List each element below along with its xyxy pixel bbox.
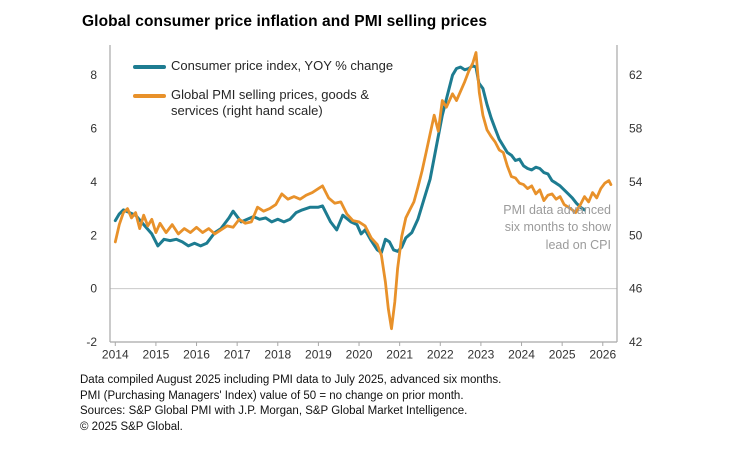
y-left-tick-label: 4 — [90, 175, 97, 189]
chart-title: Global consumer price inflation and PMI … — [82, 13, 488, 30]
x-tick-label: 2026 — [589, 348, 616, 362]
y-left-tick-label: 0 — [90, 282, 97, 296]
x-tick-label: 2022 — [427, 348, 454, 362]
x-tick-label: 2014 — [102, 348, 129, 362]
cpi-line-swatch — [133, 65, 166, 69]
y-right-tick-label: 42 — [629, 335, 643, 349]
x-tick-label: 2024 — [508, 348, 535, 362]
y-left-tick-label: -2 — [86, 335, 97, 349]
y-right-tick-label: 50 — [629, 228, 643, 242]
legend-label-cpi: Consumer price index, YOY % change — [171, 58, 394, 73]
x-tick-label: 2020 — [346, 348, 373, 362]
legend-item-pmi: Global PMI selling prices, goods & servi… — [133, 87, 393, 119]
y-right-tick-label: 46 — [629, 282, 643, 296]
x-tick-label: 2015 — [143, 348, 170, 362]
x-tick-label: 2018 — [264, 348, 291, 362]
footnote-sources: Sources: S&P Global PMI with J.P. Morgan… — [80, 405, 468, 417]
x-tick-label: 2023 — [468, 348, 495, 362]
legend-item-cpi: Consumer price index, YOY % change — [133, 58, 393, 74]
footnote-copyright: © 2025 S&P Global. — [80, 420, 183, 433]
y-left-tick-label: 6 — [90, 122, 97, 136]
x-tick-label: 2025 — [549, 348, 576, 362]
x-tick-label: 2017 — [224, 348, 251, 362]
pmi-line — [113, 51, 613, 331]
y-left-tick-label: 2 — [90, 228, 97, 242]
pmi-line-swatch — [133, 93, 166, 98]
footnotes: Data compiled August 2025 including PMI … — [80, 373, 501, 435]
footnote-pmi-definition: PMI (Purchasing Managers' Index) value o… — [80, 389, 464, 402]
x-tick-label: 2016 — [183, 348, 210, 362]
footnote-data-compiled: Data compiled August 2025 including PMI … — [80, 374, 502, 386]
y-right-tick-label: 62 — [629, 68, 643, 82]
y-left-tick-label: 8 — [90, 68, 97, 82]
x-tick-label: 2019 — [305, 348, 332, 362]
y-right-tick-label: 54 — [629, 175, 643, 189]
annotation-pmi-advanced: PMI data advanced six months to show lea… — [503, 203, 611, 252]
legend-label-pmi: Global PMI selling prices, goods & servi… — [171, 86, 369, 118]
legend: Consumer price index, YOY % change Globa… — [133, 58, 393, 132]
y-right-tick-label: 58 — [629, 122, 643, 136]
cpi-line — [113, 64, 586, 255]
x-tick-label: 2021 — [386, 348, 413, 362]
